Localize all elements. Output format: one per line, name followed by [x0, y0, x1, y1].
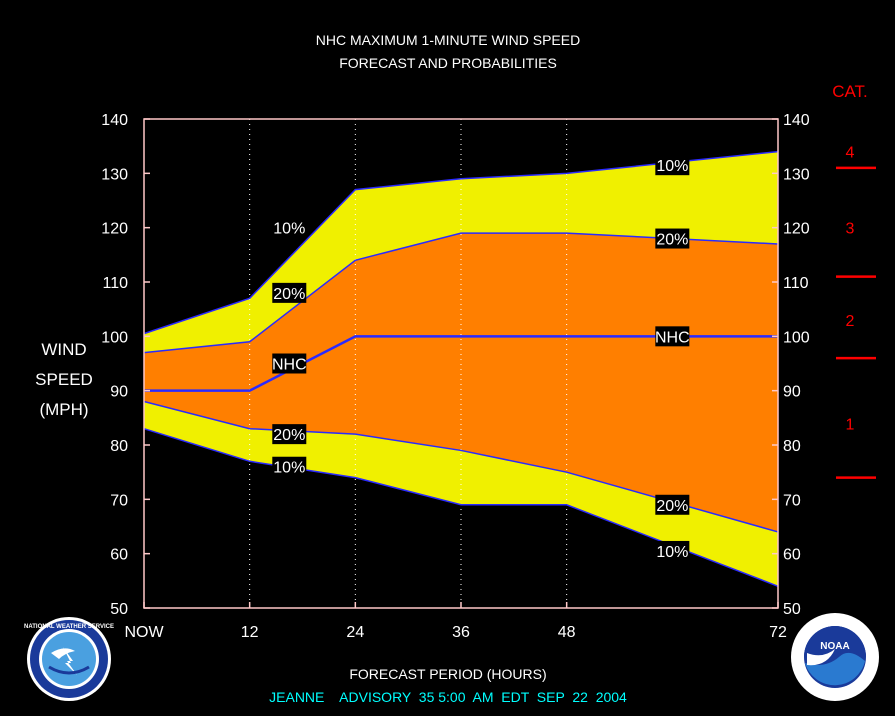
curve-label: NHC: [655, 326, 690, 347]
y-tick-label-left: 130: [101, 166, 128, 183]
y-axis-label-line1: WIND: [41, 340, 86, 359]
curve-label-text: 20%: [656, 498, 688, 515]
curve-label: 20%: [655, 228, 690, 249]
curve-label: 10%: [655, 155, 690, 176]
category-title: CAT.: [832, 82, 868, 101]
y-axis-label-line2: SPEED: [35, 370, 93, 389]
nws-logo-text: NATIONAL WEATHER SERVICE: [24, 624, 114, 630]
curve-label-text: 10%: [273, 221, 305, 238]
y-tick-label-right: 60: [783, 547, 801, 564]
y-tick-label-left: 140: [101, 112, 128, 129]
category-label: 2: [846, 313, 855, 330]
y-tick-label-right: 50: [783, 601, 801, 618]
nws-logo-icon: NATIONAL WEATHER SERVICE: [24, 617, 114, 701]
curve-label: 10%: [655, 540, 690, 561]
chart-title: NHC MAXIMUM 1-MINUTE WIND SPEED: [316, 32, 580, 48]
series-line: [143, 232, 779, 354]
y-tick-label-right: 70: [783, 492, 801, 509]
y-tick-label-left: 100: [101, 329, 128, 346]
band-inner-20pct: [144, 233, 778, 532]
x-axis-ticks: NOW 12 24 36 48 72: [124, 602, 787, 641]
series-lines: [143, 150, 779, 587]
advisory-footer: JEANNE ADVISORY 35 5:00 AM EDT SEP 22 20…: [269, 689, 627, 705]
curve-label: 20%: [655, 494, 690, 515]
y-tick-label-left: 80: [110, 438, 128, 455]
y-tick-label-right: 120: [783, 221, 810, 238]
curve-label-bg: [272, 282, 307, 303]
chart-subtitle: FORECAST AND PROBABILITIES: [339, 55, 557, 71]
y-tick-label-left: 110: [102, 275, 128, 292]
curve-label: 20%: [272, 282, 307, 303]
y-tick-label-left: 90: [110, 384, 128, 401]
curve-label: 10%: [272, 456, 307, 477]
x-axis-label: FORECAST PERIOD (HOURS): [349, 666, 546, 682]
category-label: 1: [846, 416, 855, 433]
curve-label-bg: [655, 326, 690, 347]
y-tick-label-right: 110: [783, 275, 809, 292]
y-axis-ticks: 50 50 60 60 70 70 80 80 90 90 100 100 110 110 120 120 13…: [101, 112, 810, 618]
curve-label: 10%: [272, 217, 307, 238]
x-tick-label: 12: [241, 624, 259, 641]
curve-label-text: 10%: [656, 544, 688, 561]
y-tick-label-left: 50: [110, 601, 128, 618]
y-tick-label-right: 140: [783, 112, 810, 129]
curve-label: NHC: [272, 353, 307, 374]
y-tick-label-right: 100: [783, 329, 810, 346]
curve-label-bg: [655, 540, 690, 561]
curve-label-bg: [655, 494, 690, 515]
category-scale: CAT. 1 2 3 4: [832, 82, 876, 479]
curve-label-bg: [655, 155, 690, 176]
curve-label: 20%: [272, 424, 307, 445]
curve-label-text: NHC: [655, 329, 690, 346]
x-tick-label: 72: [769, 624, 787, 641]
curve-label-text: 10%: [273, 460, 305, 477]
curve-label-text: 10%: [656, 158, 688, 175]
curve-label-text: NHC: [272, 357, 307, 374]
y-tick-label-right: 80: [783, 438, 801, 455]
curve-label-text: 20%: [273, 286, 305, 303]
curve-label-bg: [272, 353, 307, 374]
y-tick-label-right: 130: [783, 166, 810, 183]
y-tick-label-left: 120: [101, 221, 128, 238]
y-tick-label-right: 90: [783, 384, 801, 401]
category-label: 3: [846, 221, 855, 238]
curve-label-bg: [655, 228, 690, 249]
curve-label-bg: [272, 217, 307, 238]
y-tick-label-left: 70: [110, 492, 128, 509]
series-line: [143, 427, 779, 587]
y-axis-label-line3: (MPH): [39, 400, 88, 419]
series-line: [143, 150, 779, 335]
curve-label-bg: [272, 456, 307, 477]
category-label: 4: [846, 145, 855, 162]
noaa-logo-icon: NOAA: [791, 613, 879, 701]
curve-labels: 10% 20% NHC 20% 10% 10% 20% NHC 20% 10%: [272, 155, 690, 561]
x-tick-label: NOW: [124, 624, 164, 641]
noaa-logo-text: NOAA: [820, 641, 849, 652]
x-tick-label: 48: [558, 624, 576, 641]
x-tick-label: 36: [452, 624, 470, 641]
series-line: [144, 335, 778, 392]
y-tick-label-left: 60: [110, 547, 128, 564]
probability-bands: [144, 151, 778, 587]
curve-label-text: 20%: [273, 427, 305, 444]
x-tick-label: 24: [346, 624, 364, 641]
series-line: [143, 400, 779, 533]
curve-label-text: 20%: [656, 232, 688, 249]
curve-label-bg: [272, 424, 307, 445]
